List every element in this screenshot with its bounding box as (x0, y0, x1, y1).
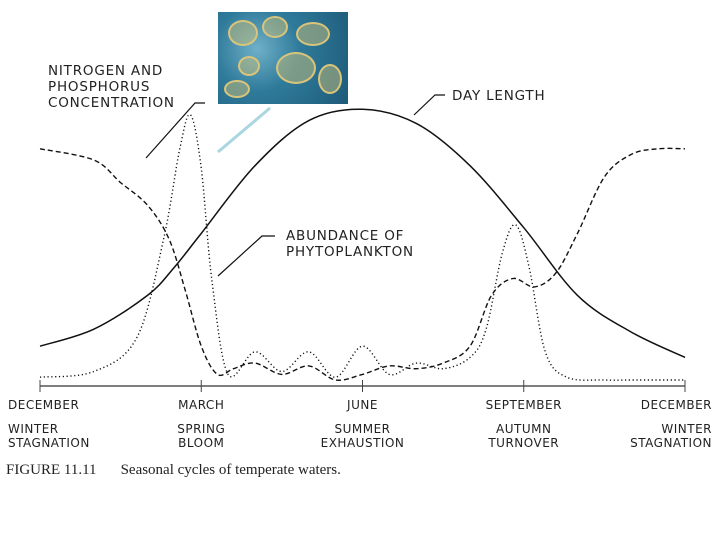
phytoplankton-annotation: ABUNDANCE OF PHYTOPLANKTON (286, 228, 414, 260)
x-tick-label: JUNE (347, 398, 378, 412)
phytoplankton-abundance-line (39, 113, 685, 381)
nutrient-annotation: NITROGEN AND PHOSPHORUS CONCENTRATION (48, 63, 175, 111)
annotation-line: DAY LENGTH (452, 88, 546, 104)
annotation-line: PHYTOPLANKTON (286, 244, 414, 260)
day-length-line (39, 108, 686, 359)
x-season-label: STAGNATION (630, 436, 712, 450)
x-tick-group: DECEMBER WINTER STAGNATION (8, 398, 90, 450)
nutrient-leader-line (145, 102, 205, 159)
x-tick-label: MARCH (178, 398, 225, 412)
x-tick-group: JUNE SUMMER EXHAUSTION (321, 398, 405, 450)
x-tick-label: DECEMBER (8, 398, 80, 412)
x-season-label: AUTUMN (496, 422, 552, 436)
phytoplankton-micrograph-icon (218, 12, 348, 104)
annotation-line: CONCENTRATION (48, 95, 175, 111)
x-tick-label: SEPTEMBER (485, 398, 562, 412)
x-tick-group: SEPTEMBER AUTUMN TURNOVER (486, 398, 562, 450)
annotation-line: PHOSPHORUS (48, 79, 151, 95)
x-season-label: WINTER (8, 422, 59, 436)
annotation-line: ABUNDANCE OF (286, 228, 405, 244)
x-season-label: SUMMER (334, 422, 391, 436)
x-season-label: SPRING (177, 422, 226, 436)
annotation-line: NITROGEN AND (48, 63, 164, 79)
x-season-label: STAGNATION (8, 436, 90, 450)
x-tick-label: DECEMBER (640, 398, 712, 412)
x-tick-group: MARCH SPRING BLOOM (177, 398, 225, 450)
x-season-label: BLOOM (178, 436, 225, 450)
x-season-label: EXHAUSTION (320, 436, 405, 450)
day-length-leader-line (413, 94, 445, 116)
x-season-label: WINTER (661, 422, 712, 436)
x-tick-group: DECEMBER WINTER STAGNATION (630, 398, 712, 450)
inset-pointer-line (217, 106, 271, 154)
nutrient-concentration-line (39, 147, 686, 381)
phytoplankton-leader-line (217, 235, 275, 277)
caption-text: Seasonal cycles of temperate waters. (120, 462, 341, 478)
day-length-annotation: DAY LENGTH (452, 88, 545, 104)
x-season-label: TURNOVER (488, 436, 560, 450)
figure-caption: FIGURE 11.11 Seasonal cycles of temperate… (6, 462, 341, 479)
caption-number: FIGURE 11.11 (6, 462, 97, 478)
